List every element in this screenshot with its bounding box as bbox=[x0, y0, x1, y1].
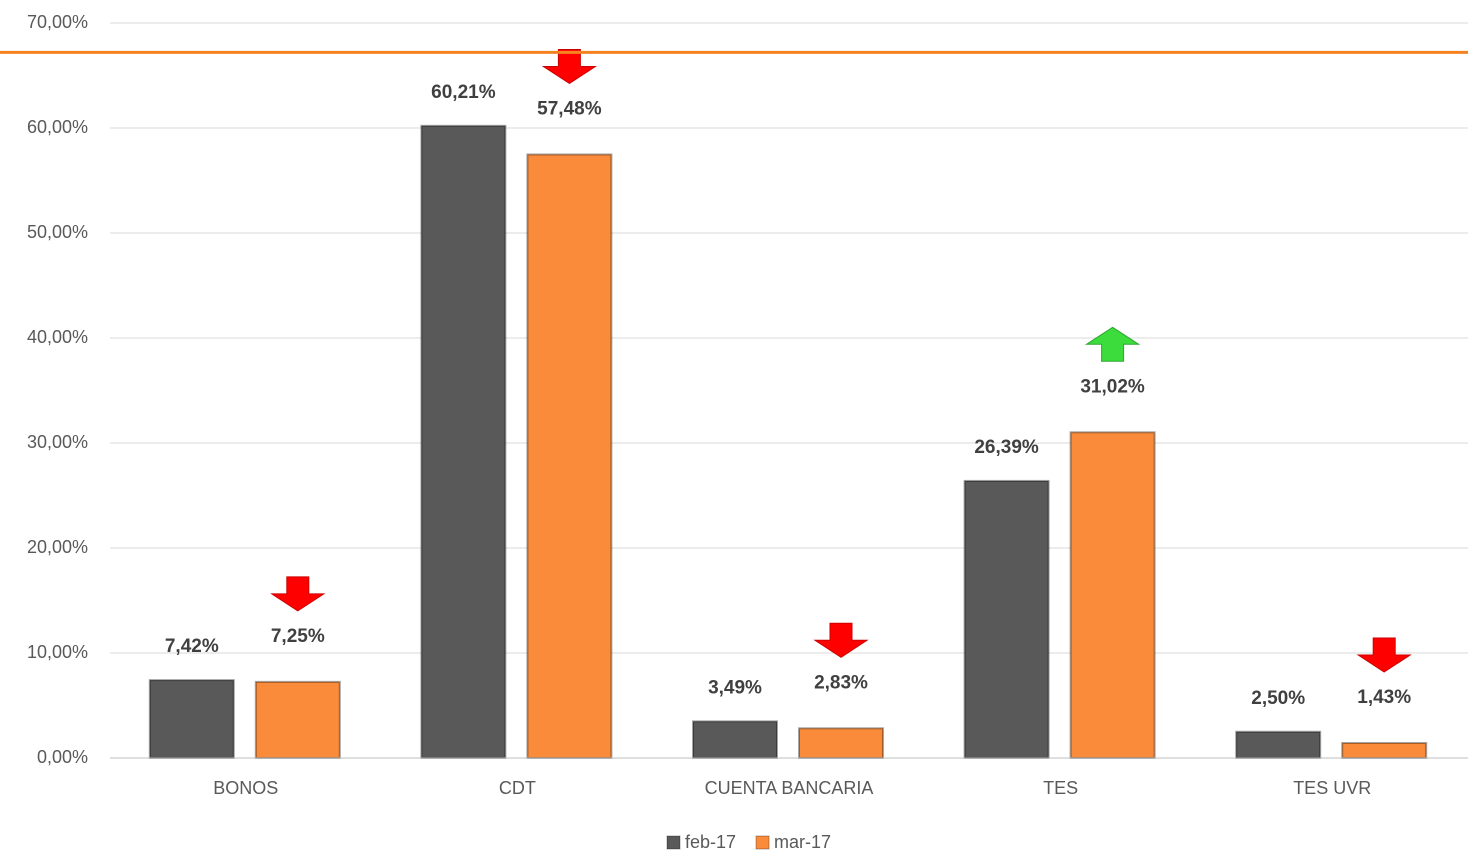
x-tick-label: CUENTA BANCARIA bbox=[705, 778, 874, 798]
bar bbox=[526, 153, 613, 759]
legend-swatch bbox=[755, 835, 770, 850]
bar bbox=[148, 679, 235, 760]
value-label: 1,43% bbox=[1357, 687, 1411, 708]
bar bbox=[420, 124, 507, 760]
x-tick-label: TES UVR bbox=[1293, 778, 1371, 798]
bar bbox=[254, 680, 341, 759]
bar bbox=[692, 720, 778, 759]
arrow-up bbox=[1084, 326, 1141, 362]
legend-label: mar-17 bbox=[774, 832, 831, 851]
bar bbox=[963, 479, 1050, 759]
value-label: 26,39% bbox=[974, 437, 1039, 458]
arrow-down bbox=[541, 48, 598, 85]
y-tick-label: 30,00% bbox=[27, 432, 88, 452]
x-tick-label: TES bbox=[1043, 778, 1078, 798]
y-tick-label: 10,00% bbox=[27, 642, 88, 662]
value-label: 3,49% bbox=[708, 677, 762, 698]
value-label: 2,83% bbox=[814, 672, 868, 693]
legend-swatch bbox=[666, 835, 681, 850]
bar bbox=[798, 727, 884, 759]
legend-label: feb-17 bbox=[685, 832, 736, 851]
bar bbox=[1341, 741, 1428, 759]
y-tick-label: 60,00% bbox=[27, 117, 88, 137]
value-label: 7,25% bbox=[271, 626, 325, 647]
x-tick-label: CDT bbox=[499, 778, 536, 798]
arrow-down bbox=[813, 622, 869, 658]
arrow-down bbox=[270, 576, 326, 612]
bar bbox=[1069, 431, 1156, 759]
arrow-down bbox=[1356, 637, 1412, 673]
value-label: 2,50% bbox=[1251, 688, 1305, 709]
y-tick-label: 20,00% bbox=[27, 537, 88, 557]
bar bbox=[1235, 730, 1322, 759]
x-tick-label: BONOS bbox=[213, 778, 278, 798]
y-tick-label: 70,00% bbox=[27, 12, 88, 32]
y-tick-label: 40,00% bbox=[27, 327, 88, 347]
value-label: 7,42% bbox=[165, 636, 219, 657]
value-label: 60,21% bbox=[431, 82, 496, 103]
y-tick-label: 0,00% bbox=[37, 747, 88, 767]
y-tick-label: 50,00% bbox=[27, 222, 88, 242]
value-label: 57,48% bbox=[537, 98, 602, 119]
value-label: 31,02% bbox=[1080, 376, 1145, 397]
